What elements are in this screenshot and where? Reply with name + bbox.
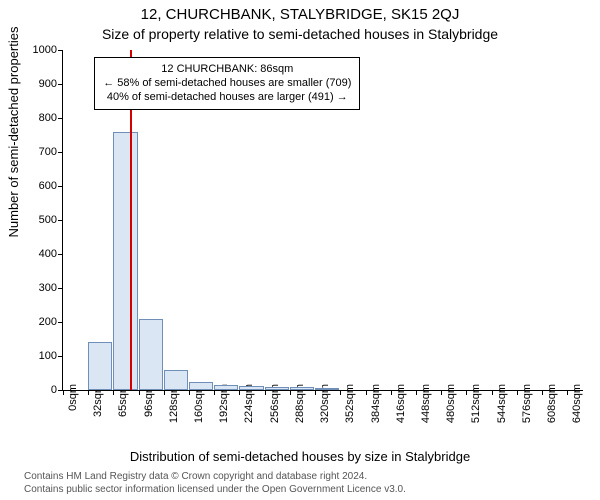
histogram-bar [239,386,263,390]
histogram-bar [265,387,289,390]
y-axis-label: Number of semi-detached properties [6,27,21,238]
x-tick-mark [466,390,467,395]
x-tick-mark [164,390,165,395]
histogram-bar [88,342,112,390]
annotation-box: 12 CHURCHBANK: 86sqm← 58% of semi-detach… [94,57,360,110]
address-title: 12, CHURCHBANK, STALYBRIDGE, SK15 2QJ [0,6,600,23]
x-tick-mark [239,390,240,395]
x-tick-mark [113,390,114,395]
y-tick-mark [58,254,63,255]
annotation-line-1: 12 CHURCHBANK: 86sqm [103,62,351,76]
x-tick-mark [63,390,64,395]
y-tick-label: 200 [21,316,57,328]
footer-line-2: Contains public sector information licen… [24,484,406,497]
y-tick-label: 600 [21,180,57,192]
x-tick-label: 0sqm [67,384,79,411]
y-tick-mark [58,356,63,357]
y-tick-mark [58,118,63,119]
y-tick-label: 300 [21,282,57,294]
y-tick-label: 1000 [21,44,57,56]
histogram-bar [315,388,339,390]
x-tick-mark [492,390,493,395]
x-tick-mark [139,390,140,395]
y-tick-mark [58,50,63,51]
y-tick-mark [58,288,63,289]
footer-line-1: Contains HM Land Registry data © Crown c… [24,471,406,484]
histogram-bar [189,382,213,391]
x-tick-label: 544sqm [496,384,508,423]
x-tick-mark [542,390,543,395]
y-tick-label: 100 [21,350,57,362]
x-tick-mark [366,390,367,395]
y-tick-label: 900 [21,78,57,90]
x-tick-mark [88,390,89,395]
x-tick-label: 608sqm [546,384,558,423]
x-tick-label: 512sqm [470,384,482,423]
x-tick-label: 448sqm [420,384,432,423]
annotation-line-3: 40% of semi-detached houses are larger (… [103,90,351,104]
x-tick-label: 384sqm [370,384,382,423]
y-tick-mark [58,220,63,221]
y-tick-label: 800 [21,112,57,124]
x-tick-mark [315,390,316,395]
x-tick-label: 640sqm [571,384,583,423]
subtitle: Size of property relative to semi-detach… [0,26,600,42]
y-tick-mark [58,152,63,153]
x-tick-label: 480sqm [445,384,457,423]
y-tick-mark [58,322,63,323]
x-tick-mark [189,390,190,395]
histogram-bar [214,385,238,390]
x-tick-mark [214,390,215,395]
x-tick-mark [340,390,341,395]
y-tick-label: 500 [21,214,57,226]
histogram-bar [290,387,314,390]
x-tick-mark [441,390,442,395]
x-tick-mark [391,390,392,395]
x-tick-label: 352sqm [344,384,356,423]
x-tick-mark [567,390,568,395]
y-tick-label: 700 [21,146,57,158]
y-tick-label: 400 [21,248,57,260]
x-tick-mark [517,390,518,395]
annotation-line-2: ← 58% of semi-detached houses are smalle… [103,76,351,90]
chart-plot-area: 010020030040050060070080090010000sqm32sq… [62,50,583,391]
y-tick-mark [58,84,63,85]
y-tick-mark [58,186,63,187]
footer-attribution: Contains HM Land Registry data © Crown c… [24,471,406,496]
x-tick-mark [416,390,417,395]
x-tick-mark [265,390,266,395]
histogram-bar [139,319,163,390]
x-tick-mark [290,390,291,395]
x-tick-label: 576sqm [521,384,533,423]
x-axis-label: Distribution of semi-detached houses by … [0,449,600,464]
histogram-bar [113,132,137,390]
y-tick-label: 0 [21,384,57,396]
histogram-bar [164,370,188,390]
x-tick-label: 416sqm [395,384,407,423]
